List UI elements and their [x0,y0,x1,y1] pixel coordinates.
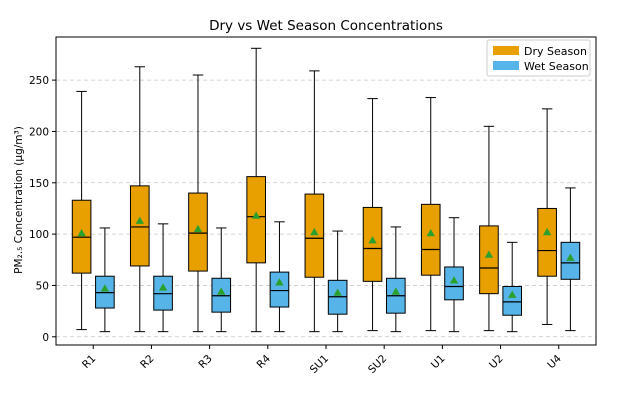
box-r3-wet [211,227,232,333]
box-su2-wet [386,226,406,333]
x-tick-label-r2: R2 [138,353,156,371]
iqr-box [269,271,290,308]
mean-marker [217,287,226,295]
mean-marker [275,278,284,286]
box-r2-wet [153,223,173,333]
x-tick-label-u2: U2 [487,353,506,372]
box-u1-dry [420,97,441,332]
box-r1-wet [95,227,115,333]
x-tick-label-u1: U1 [429,353,448,372]
mean-marker [368,236,377,244]
mean-marker [77,228,86,237]
mean-marker [542,227,552,236]
mean-marker [193,224,203,233]
box-r4-wet [269,221,290,333]
x-tick-label-su2: SU2 [366,353,389,376]
iqr-box [420,203,441,276]
legend: Dry Season Wet Season [486,39,591,77]
iqr-box [502,285,523,316]
gridlines [56,79,596,338]
y-tick-label-0: 0 [42,332,49,344]
mean-marker [135,216,144,224]
box-r1-dry [71,90,92,331]
box-u4-dry [537,108,557,325]
box-su1-dry [304,70,325,333]
box-r3-dry [188,74,208,333]
box-su2-dry [362,98,383,332]
iqr-box [304,193,325,278]
box-r2-dry [129,66,150,333]
legend-label-dry: Dry Season [524,45,587,58]
legend-swatch-wet [493,61,519,70]
y-tick-label-50: 50 [36,280,49,292]
mean-marker [251,211,261,219]
box-u1-wet [444,217,464,333]
iqr-box [362,206,383,282]
mean-marker [508,290,517,298]
mean-marker [310,227,319,236]
box-u2-wet [502,241,523,333]
legend-swatch-dry [493,46,519,55]
mean-marker [391,287,401,295]
x-tick-label-r3: R3 [196,353,214,371]
x-tick-label-r4: R4 [255,352,274,371]
mean-marker [158,283,168,291]
y-axis-label: PM₂.₅ Concentration (μg/m³) [13,126,25,274]
box-u2-dry [479,125,499,332]
y-tick-label-150: 150 [29,178,49,190]
chart-title: Dry vs Wet Season Concentrations [209,18,443,34]
x-tick-label-r1: R1 [80,353,98,371]
x-tick-label-u4: U4 [545,352,564,371]
box-su1-wet [327,230,348,333]
y-tick-label-200: 200 [29,126,49,138]
mean-marker [449,276,459,284]
box-u4-wet [560,187,581,332]
box-r4-dry [246,47,266,333]
iqr-box [129,185,150,267]
mean-marker [333,288,342,296]
x-tick-label-su1: SU1 [308,353,331,376]
box-series [71,47,581,333]
iqr-box [479,225,499,295]
y-tick-label-250: 250 [29,75,49,87]
iqr-box [537,207,557,277]
y-tick-label-100: 100 [29,229,49,241]
mean-marker [100,284,110,292]
mean-marker [566,253,575,261]
mean-marker [484,250,494,258]
mean-marker [426,228,435,237]
iqr-box [246,176,266,264]
legend-label-wet: Wet Season [524,60,589,73]
